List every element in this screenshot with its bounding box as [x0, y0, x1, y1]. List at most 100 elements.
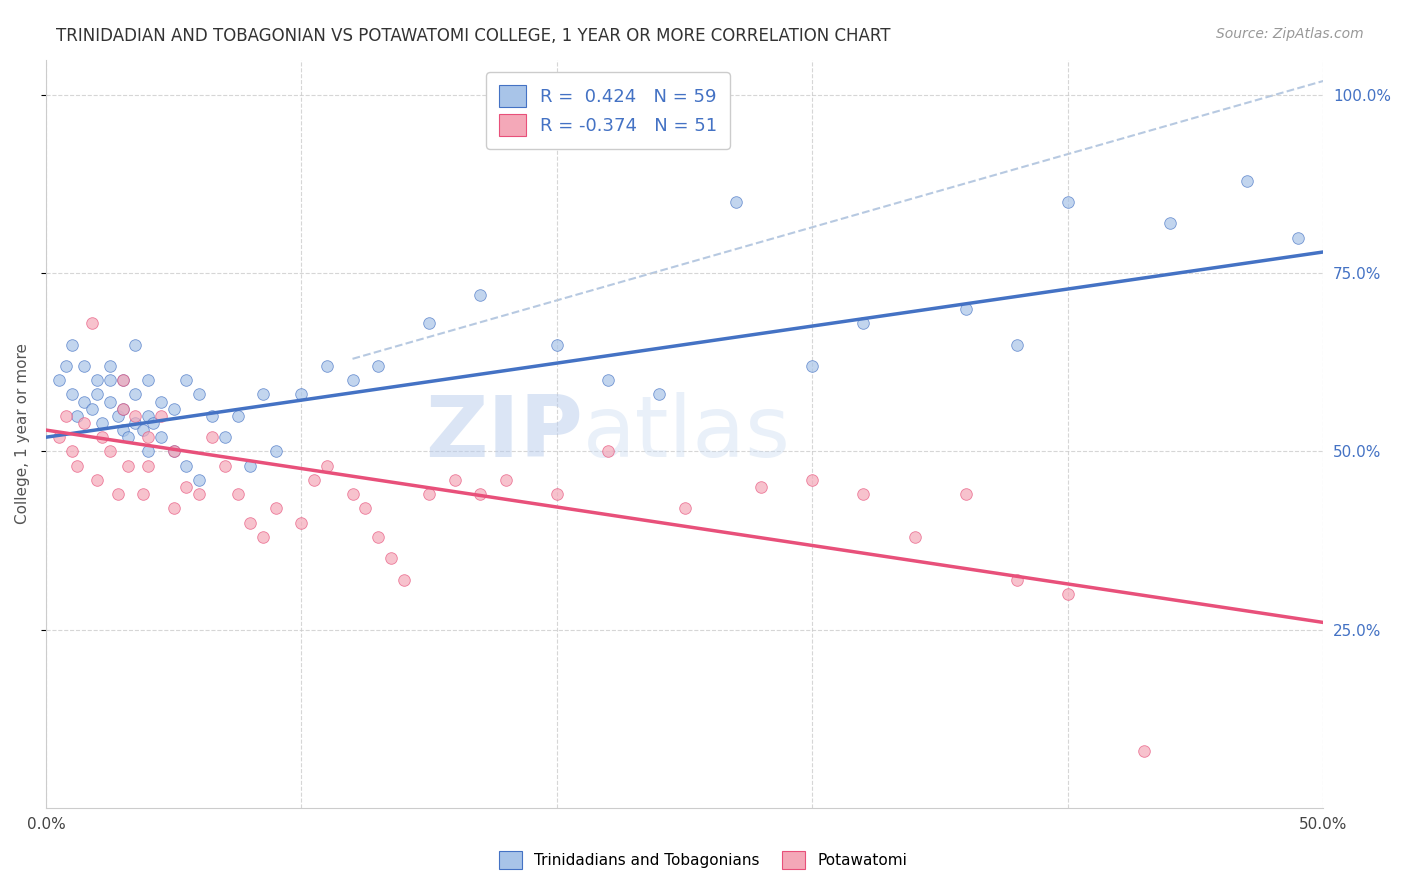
Text: atlas: atlas [582, 392, 790, 475]
Point [80, 401, 103, 416]
Point [149, 409, 172, 423]
Point [98, 394, 121, 409]
Point [596, 373, 619, 387]
Point [801, 359, 824, 373]
Point [163, 501, 186, 516]
Point [163, 401, 186, 416]
Point [60, 387, 83, 401]
Point [111, 373, 134, 387]
Point [749, 480, 772, 494]
Point [136, 409, 159, 423]
Point [903, 530, 925, 544]
Point [176, 373, 198, 387]
Point [546, 337, 568, 351]
Point [596, 444, 619, 458]
Point [201, 409, 224, 423]
Point [111, 401, 134, 416]
Point [73, 416, 96, 430]
Point [98, 373, 121, 387]
Point [367, 530, 389, 544]
Point [801, 473, 824, 487]
Point [1005, 573, 1028, 587]
Point [91, 416, 114, 430]
Point [136, 373, 159, 387]
Point [290, 516, 312, 530]
Point [48, 373, 70, 387]
Point [418, 316, 440, 330]
Point [239, 516, 262, 530]
Point [124, 416, 146, 430]
Point [86, 373, 108, 387]
Point [124, 387, 146, 401]
Point [1133, 744, 1156, 758]
Point [86, 387, 108, 401]
Point [55, 409, 77, 423]
Point [546, 487, 568, 501]
Point [495, 473, 517, 487]
Point [149, 394, 172, 409]
Point [648, 387, 671, 401]
Point [132, 423, 155, 437]
Point [380, 551, 402, 566]
Point [342, 487, 364, 501]
Point [98, 359, 121, 373]
Point [252, 387, 274, 401]
Point [124, 409, 146, 423]
Point [264, 501, 287, 516]
Point [226, 487, 249, 501]
Point [86, 473, 108, 487]
Point [136, 458, 159, 473]
Point [136, 444, 159, 458]
Point [107, 409, 129, 423]
Point [852, 487, 875, 501]
Point [142, 416, 165, 430]
Point [111, 401, 134, 416]
Point [111, 373, 134, 387]
Point [188, 387, 211, 401]
Point [226, 409, 249, 423]
Point [290, 387, 312, 401]
Legend: R =  0.424   N = 59, R = -0.374   N = 51: R = 0.424 N = 59, R = -0.374 N = 51 [486, 72, 730, 149]
Text: ZIP: ZIP [425, 392, 582, 475]
Text: TRINIDADIAN AND TOBAGONIAN VS POTAWATOMI COLLEGE, 1 YEAR OR MORE CORRELATION CHA: TRINIDADIAN AND TOBAGONIAN VS POTAWATOMI… [56, 27, 891, 45]
Point [149, 430, 172, 444]
Text: Source: ZipAtlas.com: Source: ZipAtlas.com [1216, 27, 1364, 41]
Point [107, 487, 129, 501]
Point [124, 337, 146, 351]
Point [117, 430, 139, 444]
Point [443, 473, 465, 487]
Point [80, 316, 103, 330]
Point [852, 316, 875, 330]
Point [470, 287, 492, 301]
Point [48, 430, 70, 444]
Point [955, 487, 977, 501]
Point [60, 337, 83, 351]
Point [1056, 587, 1078, 601]
Point [342, 373, 364, 387]
Point [91, 430, 114, 444]
Point [724, 195, 747, 210]
Point [1056, 195, 1078, 210]
Point [252, 530, 274, 544]
Point [316, 359, 339, 373]
Point [73, 359, 96, 373]
Point [264, 444, 287, 458]
Point [955, 301, 977, 316]
Point [673, 501, 696, 516]
Point [176, 458, 198, 473]
Point [1159, 217, 1181, 231]
Point [470, 487, 492, 501]
Point [392, 573, 415, 587]
Point [66, 409, 89, 423]
Point [163, 444, 186, 458]
Point [316, 458, 339, 473]
Point [188, 487, 211, 501]
Point [418, 487, 440, 501]
Point [111, 423, 134, 437]
Point [1236, 174, 1258, 188]
Point [302, 473, 325, 487]
Point [66, 458, 89, 473]
Point [136, 430, 159, 444]
Point [163, 444, 186, 458]
Point [354, 501, 377, 516]
